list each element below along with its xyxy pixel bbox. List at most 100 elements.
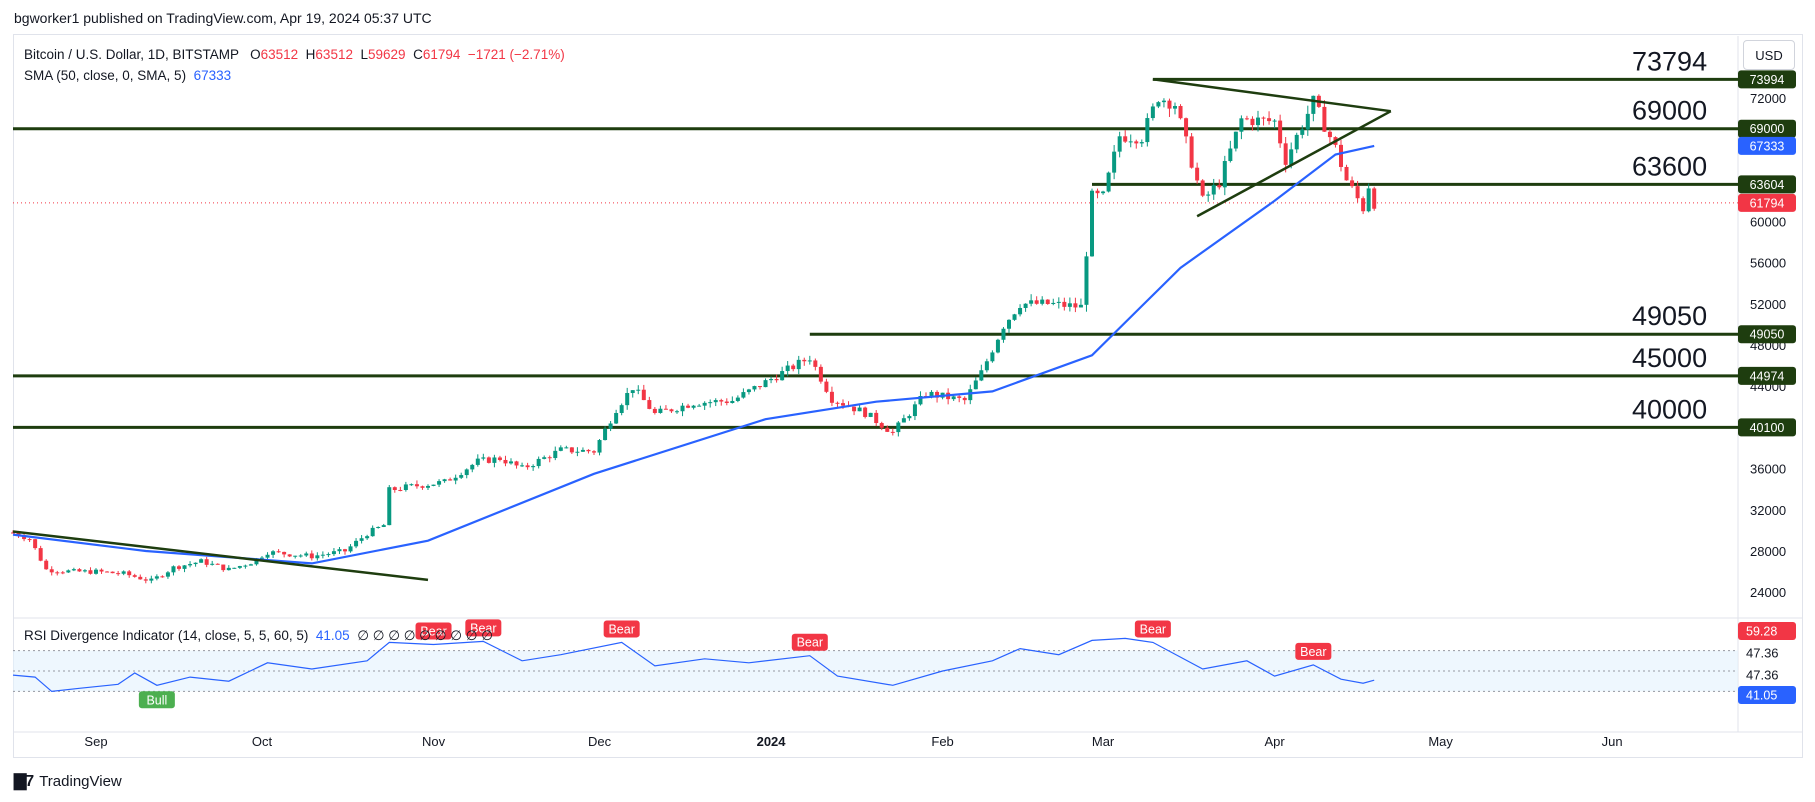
candle-body xyxy=(968,389,973,401)
candle-body xyxy=(520,465,525,467)
symbol-label[interactable]: Bitcoin / U.S. Dollar, 1D, BITSTAMP xyxy=(24,47,239,62)
candle-body xyxy=(935,391,940,398)
candle-body xyxy=(796,359,801,370)
candle-body xyxy=(758,386,762,388)
candle-body xyxy=(204,559,209,565)
candle-body xyxy=(448,479,453,481)
level-axis-tag xyxy=(1738,175,1796,194)
candle-body xyxy=(603,428,608,441)
level-label: 73794 xyxy=(1632,46,1707,76)
candle-body xyxy=(1211,185,1216,195)
sma-price-tag xyxy=(1738,136,1796,155)
candle-body xyxy=(1322,106,1327,132)
candle-body xyxy=(813,360,818,367)
candle-body xyxy=(265,554,270,558)
x-tick-label: Mar xyxy=(1092,734,1115,749)
candle-body xyxy=(614,412,619,424)
candle-body xyxy=(464,469,469,476)
y-tick-label: 60000 xyxy=(1750,214,1786,229)
candle-body xyxy=(1161,100,1166,103)
candle-body xyxy=(697,405,702,407)
candle-body xyxy=(625,393,630,406)
candle-body xyxy=(105,571,110,573)
candle-body xyxy=(1239,118,1244,132)
candle-body xyxy=(1101,191,1106,194)
level-axis-label: 73994 xyxy=(1750,73,1785,87)
candle-body xyxy=(802,359,807,362)
signal-label: Bear xyxy=(797,636,823,650)
candle-body xyxy=(912,404,917,417)
candle-body xyxy=(27,539,32,541)
tradingview-brand: TradingView xyxy=(39,772,122,790)
candle-body xyxy=(1084,256,1089,305)
candle-body xyxy=(1134,141,1139,144)
candle-body xyxy=(243,565,248,567)
level-label: 45000 xyxy=(1632,343,1707,373)
candle-body xyxy=(226,567,231,571)
candle-body xyxy=(431,484,436,486)
candle-body xyxy=(1007,319,1011,329)
candle-body xyxy=(1040,299,1045,304)
chart-frame[interactable] xyxy=(13,34,1803,758)
candle-body xyxy=(619,405,624,413)
candle-body xyxy=(177,566,181,569)
candle-body xyxy=(1001,328,1006,340)
candle-body xyxy=(1156,102,1161,107)
candle-body xyxy=(1233,131,1238,149)
candle-body xyxy=(1034,300,1039,304)
currency-button[interactable]: USD xyxy=(1743,40,1795,70)
tradingview-logo[interactable]: ▇7 TradingView xyxy=(14,771,122,791)
candle-body xyxy=(343,549,347,552)
candle-body xyxy=(1200,180,1205,196)
candle-body xyxy=(11,532,15,534)
candle-body xyxy=(38,548,43,561)
candle-body xyxy=(1244,118,1249,120)
candle-body xyxy=(852,406,857,412)
candle-body xyxy=(470,464,475,470)
candle-body xyxy=(868,412,873,417)
candle-body xyxy=(652,408,657,413)
candle-body xyxy=(818,366,823,382)
candle-body xyxy=(337,549,342,552)
candle-body xyxy=(514,461,519,466)
level-axis-label: 63604 xyxy=(1750,178,1785,192)
signal-badge xyxy=(1134,620,1171,638)
y-tick-label: 32000 xyxy=(1750,503,1786,518)
candle-body xyxy=(874,412,879,424)
signal-label: Bear xyxy=(1300,645,1326,659)
candle-body xyxy=(1073,303,1078,308)
rsi-label[interactable]: RSI Divergence Indicator (14, close, 5, … xyxy=(24,628,309,643)
candle-body xyxy=(49,569,54,573)
candle-body xyxy=(785,365,790,372)
candle-body xyxy=(160,576,165,578)
candle-body xyxy=(824,381,829,392)
candle-body xyxy=(735,397,740,401)
candle-body xyxy=(1294,134,1299,150)
level-axis-label: 44974 xyxy=(1750,369,1785,383)
sma-label[interactable]: SMA (50, close, 0, SMA, 5) xyxy=(24,68,187,83)
candle-body xyxy=(962,397,967,401)
candle-body xyxy=(1112,151,1117,173)
high-label: H xyxy=(305,47,316,62)
candle-body xyxy=(293,555,298,557)
candle-body xyxy=(1305,113,1310,130)
candle-body xyxy=(475,458,480,465)
candle-body xyxy=(774,379,779,381)
open-label: O xyxy=(250,47,261,62)
candle-body xyxy=(260,557,264,559)
signal-badge xyxy=(791,633,828,651)
candle-body xyxy=(918,396,923,405)
close-label: C xyxy=(413,47,423,62)
x-tick-label: Jun xyxy=(1602,734,1623,749)
candle-body xyxy=(580,449,585,452)
candle-body xyxy=(1339,144,1343,167)
candle-body xyxy=(929,391,934,397)
candle-body xyxy=(1123,136,1128,142)
candle-body xyxy=(287,554,292,557)
candle-body xyxy=(658,408,663,413)
candle-body xyxy=(1272,120,1277,122)
candle-body xyxy=(863,407,868,417)
candle-body xyxy=(276,551,281,553)
candle-body xyxy=(1344,166,1349,181)
